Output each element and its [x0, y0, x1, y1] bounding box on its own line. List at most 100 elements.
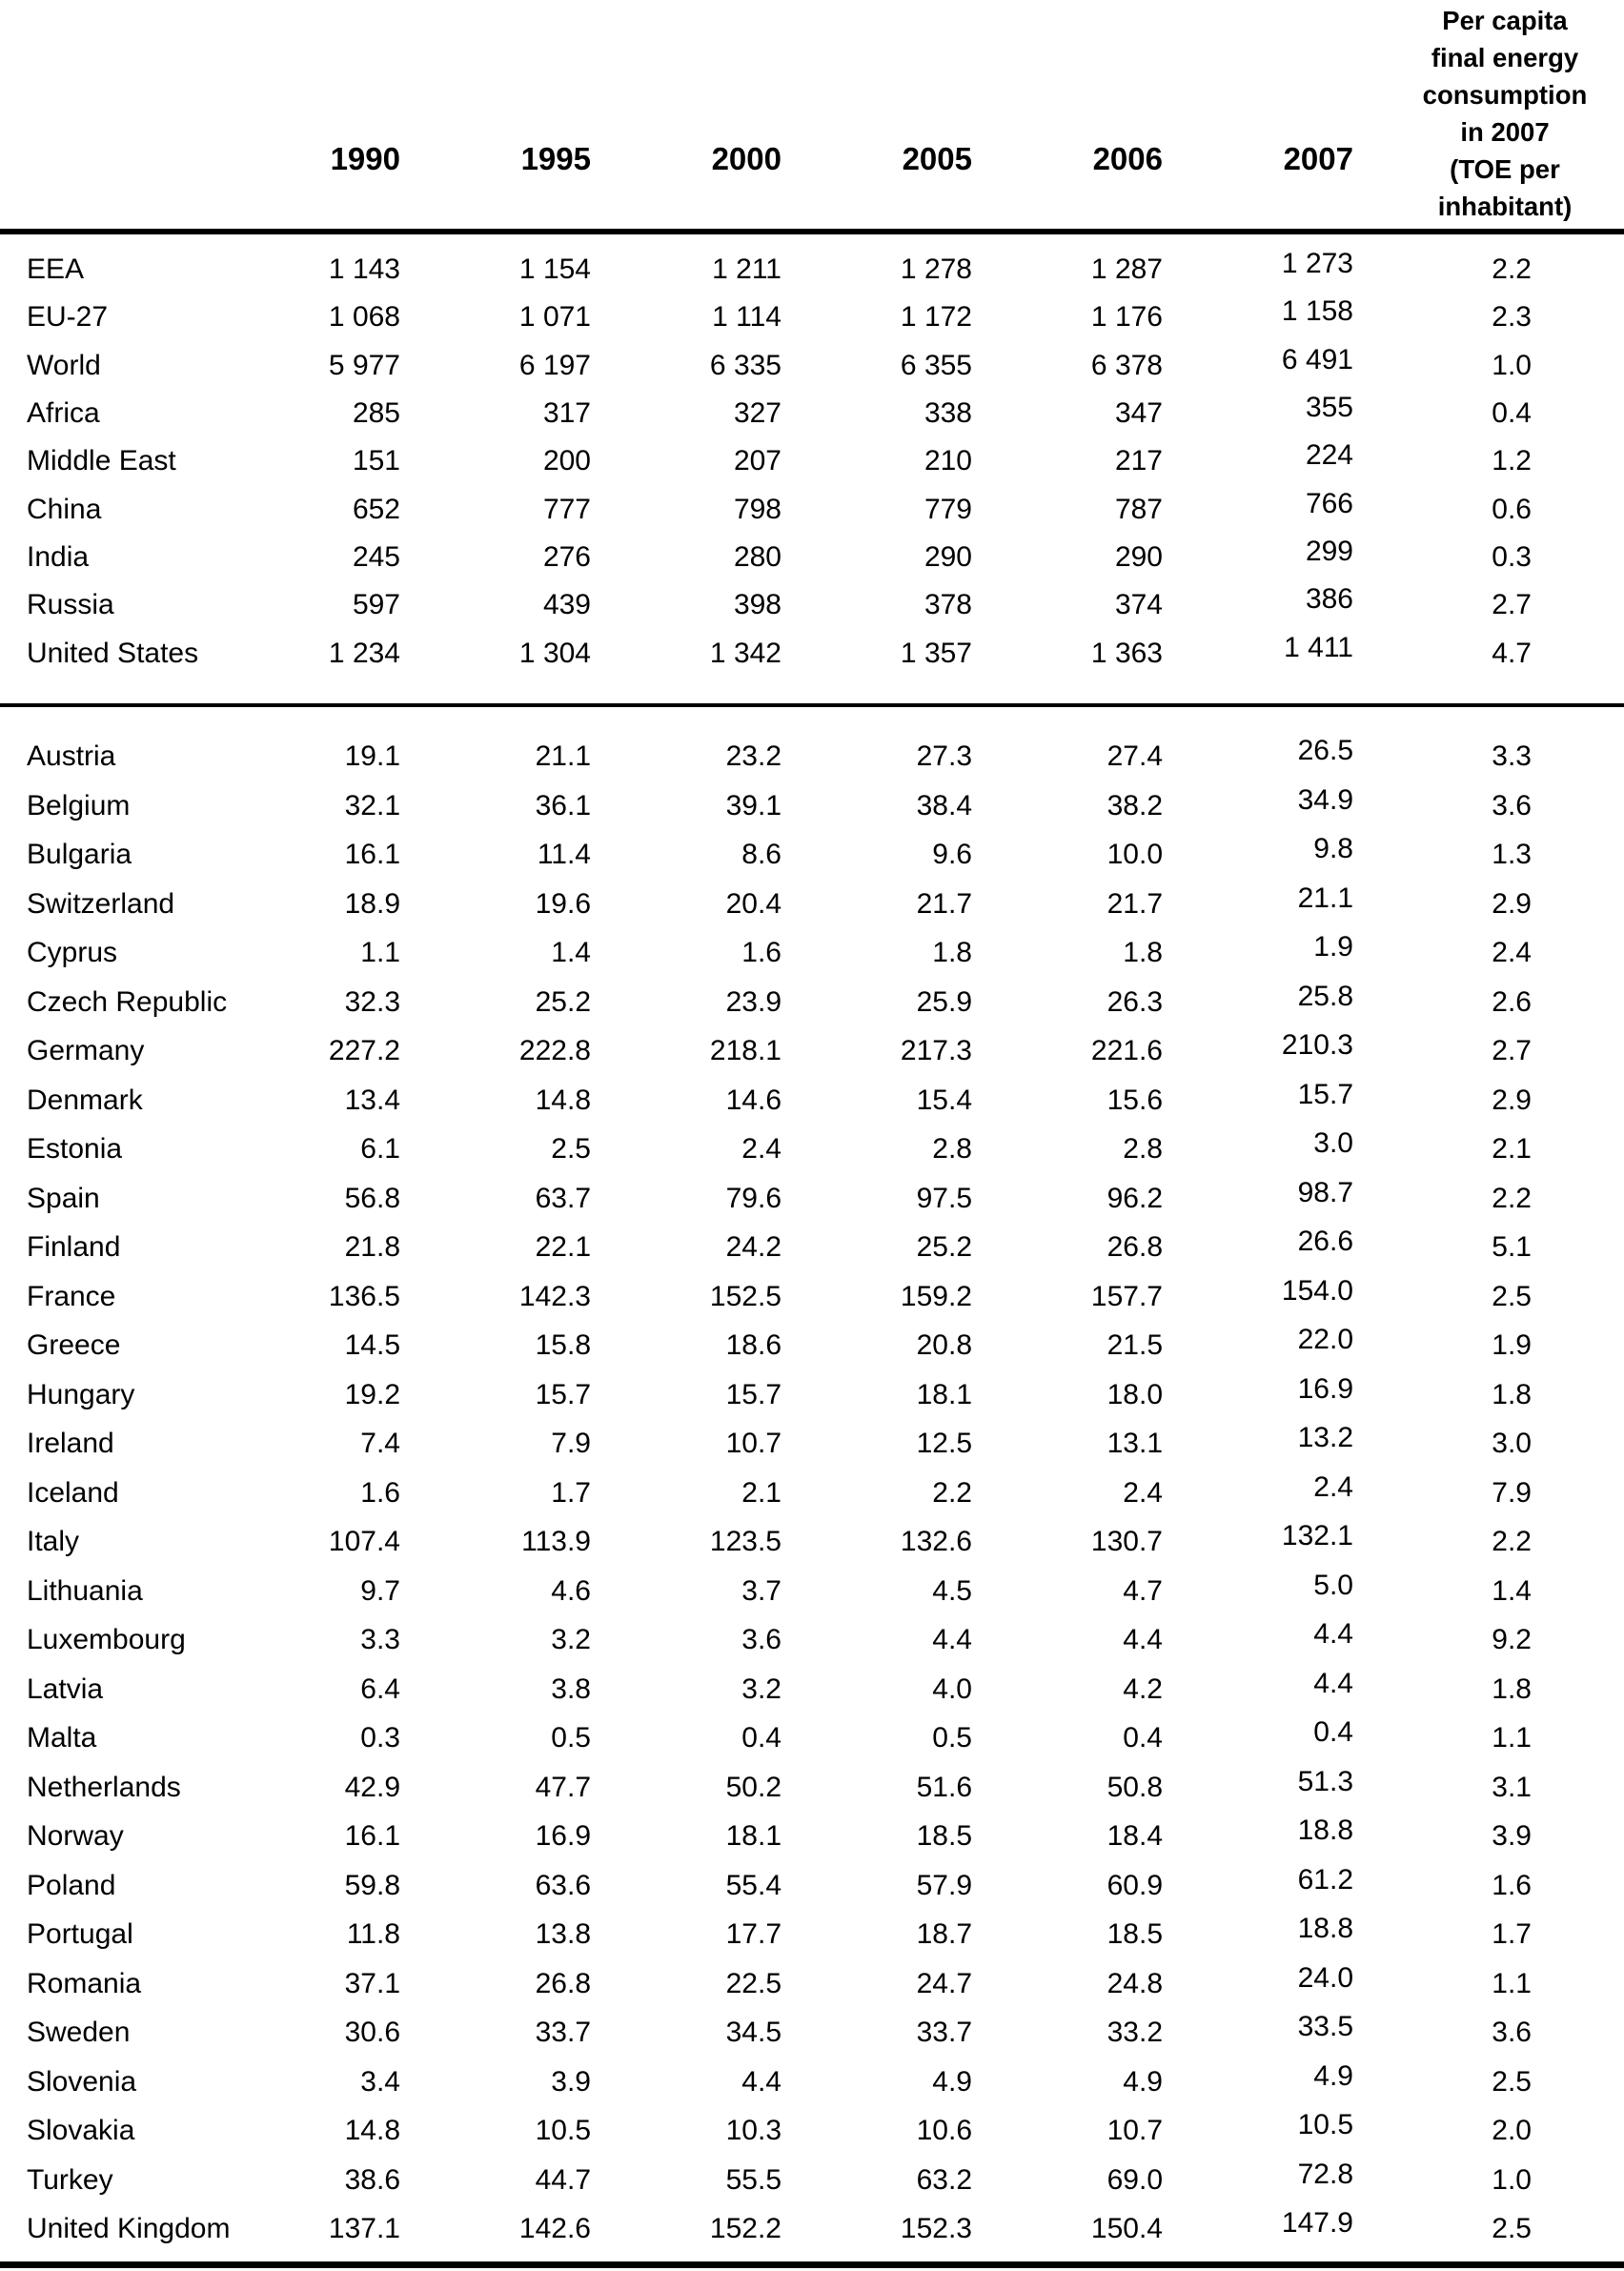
value-2000: 3.2: [741, 1673, 782, 1705]
value-1990: 1 143: [328, 253, 400, 286]
row-label: Turkey: [27, 2163, 113, 2196]
table-row: Luxembourg 3.3 3.2 3.6 4.4 4.4 4.4 9.2: [0, 1616, 1624, 1666]
row-label: Poland: [27, 1869, 116, 1901]
value-2007: 18.8: [1297, 1913, 1353, 1945]
row-label: Norway: [27, 1820, 124, 1853]
row-label: Austria: [27, 740, 116, 773]
value-2006: 130.7: [1090, 1526, 1163, 1558]
row-label: Romania: [27, 1967, 142, 1999]
value-2007: 299: [1305, 535, 1353, 567]
value-1995: 113.9: [521, 1526, 591, 1558]
table-row: Portugal 11.8 13.8 17.7 18.7 18.5 18.8 1.7: [0, 1911, 1624, 1960]
value-per-capita-2007: 2.2: [1492, 1182, 1532, 1214]
value-2006: 10.0: [1106, 839, 1163, 871]
value-2006: 13.1: [1106, 1428, 1163, 1460]
value-1995: 1.7: [551, 1476, 591, 1509]
value-1995: 222.8: [518, 1035, 591, 1067]
value-1995: 22.1: [535, 1231, 591, 1264]
row-label: India: [27, 540, 90, 573]
value-2005: 6 355: [900, 349, 972, 381]
value-2000: 1 114: [712, 301, 782, 334]
row-label: Denmark: [27, 1084, 143, 1116]
table-row: Malta 0.3 0.5 0.4 0.5 0.4 0.4 1.1: [0, 1714, 1624, 1764]
value-2007: 72.8: [1297, 2158, 1353, 2190]
value-1990: 56.8: [344, 1182, 400, 1214]
value-2007: 25.8: [1297, 980, 1353, 1012]
value-1990: 0.3: [360, 1722, 400, 1754]
value-2007: 33.5: [1297, 2011, 1353, 2043]
value-1990: 227.2: [328, 1035, 400, 1067]
value-per-capita-2007: 1.0: [1492, 2163, 1532, 2196]
value-2006: 10.7: [1106, 2115, 1163, 2147]
value-2007: 4.9: [1313, 2059, 1353, 2092]
value-2006: 69.0: [1106, 2163, 1163, 2196]
value-1995: 4.6: [551, 1574, 591, 1607]
value-2007: 24.0: [1297, 1961, 1353, 1994]
value-2000: 34.5: [725, 2017, 782, 2049]
value-2005: 57.9: [916, 1869, 972, 1901]
row-label: Bulgaria: [27, 839, 132, 871]
table-row: Czech Republic 32.3 25.2 23.9 25.9 26.3 25.8 2.…: [0, 978, 1624, 1027]
value-2006: 4.2: [1123, 1673, 1163, 1705]
value-2007: 26.5: [1297, 735, 1353, 767]
table-row: Slovakia 14.8 10.5 10.3 10.6 10.7 10.5 2.0: [0, 2107, 1624, 2157]
value-2006: 26.3: [1106, 985, 1163, 1018]
value-1995: 63.6: [535, 1869, 591, 1901]
value-1995: 14.8: [535, 1084, 591, 1116]
row-label: Italy: [27, 1526, 80, 1558]
value-1995: 142.6: [518, 2213, 591, 2245]
value-2007: 61.2: [1297, 1863, 1353, 1896]
value-per-capita-2007: 2.9: [1492, 1084, 1532, 1116]
row-label: Africa: [27, 397, 100, 430]
value-1990: 14.8: [344, 2115, 400, 2147]
value-1995: 439: [542, 589, 591, 621]
value-1990: 3.3: [360, 1624, 400, 1656]
value-2005: 4.4: [932, 1624, 972, 1656]
value-per-capita-2007: 2.5: [1492, 2213, 1532, 2245]
value-2000: 55.4: [725, 1869, 782, 1901]
value-2000: 1 342: [709, 637, 782, 669]
value-1995: 1.4: [551, 937, 591, 969]
value-2007: 51.3: [1297, 1765, 1353, 1797]
value-2006: 21.5: [1106, 1329, 1163, 1362]
value-1995: 777: [542, 493, 591, 525]
value-2006: 15.6: [1106, 1084, 1163, 1116]
value-2000: 15.7: [725, 1378, 782, 1410]
value-2000: 152.2: [709, 2213, 782, 2245]
value-2005: 132.6: [900, 1526, 972, 1558]
value-2006: 96.2: [1106, 1182, 1163, 1214]
value-2006: 18.5: [1106, 1918, 1163, 1951]
value-per-capita-2007: 1.1: [1492, 1722, 1532, 1754]
table-row: World 5 977 6 197 6 335 6 355 6 378 6 491 1.0: [0, 342, 1624, 390]
row-label: Belgium: [27, 789, 131, 821]
value-1995: 1 071: [518, 301, 591, 334]
row-label: Middle East: [27, 445, 176, 477]
value-2005: 38.4: [916, 789, 972, 821]
per-capita-header-line: final energy: [1431, 43, 1579, 72]
value-2007: 766: [1305, 487, 1353, 519]
value-2005: 97.5: [916, 1182, 972, 1214]
section-countries: Austria 19.1 21.1 23.2 27.3 27.4 26.5 3.3 Belgiu…: [0, 707, 1624, 2255]
per-capita-header-line: (TOE per: [1450, 154, 1560, 184]
value-2005: 25.2: [916, 1231, 972, 1264]
table-row: Greece 14.5 15.8 18.6 20.8 21.5 22.0 1.9: [0, 1322, 1624, 1371]
value-2007: 355: [1305, 392, 1353, 424]
value-2006: 27.4: [1106, 740, 1163, 773]
value-2000: 327: [733, 397, 782, 430]
col-header-per-capita: Per capita final energy consumption in 2…: [1353, 0, 1624, 225]
value-1990: 19.1: [344, 740, 400, 773]
row-label: Hungary: [27, 1378, 135, 1410]
row-label: Portugal: [27, 1918, 133, 1951]
value-2000: 8.6: [741, 839, 782, 871]
value-per-capita-2007: 2.2: [1492, 253, 1532, 286]
value-1995: 7.9: [551, 1428, 591, 1460]
row-label: EEA: [27, 253, 85, 286]
value-2007: 224: [1305, 439, 1353, 472]
table-row: EU-27 1 068 1 071 1 114 1 172 1 176 1 158 2.3: [0, 294, 1624, 341]
value-2000: 207: [733, 445, 782, 477]
table-row: Middle East 151 200 207 210 217 224 1.2: [0, 437, 1624, 485]
value-2007: 26.6: [1297, 1226, 1353, 1258]
value-2007: 21.1: [1297, 882, 1353, 914]
value-2006: 24.8: [1106, 1967, 1163, 1999]
row-label: Sweden: [27, 2017, 131, 2049]
